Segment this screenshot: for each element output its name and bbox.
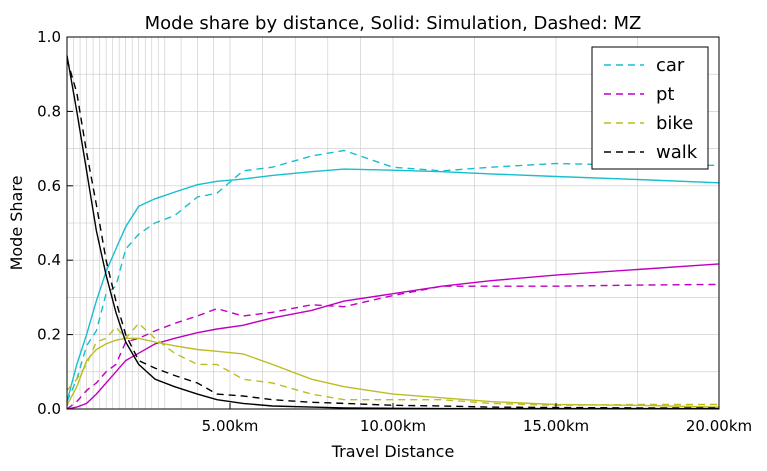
grid (67, 37, 720, 409)
y-axis-label: Mode Share (7, 176, 26, 271)
y-tick-label: 0.4 (37, 251, 61, 269)
y-tick-label: 0.2 (37, 326, 61, 344)
legend-box (591, 46, 709, 170)
y-tick-label: 0.6 (37, 177, 61, 195)
x-tick-label: 10.00km (360, 417, 426, 435)
series-line-bike-mz (66, 322, 719, 407)
x-tick-label: 20.00km (686, 417, 752, 435)
chart-title: Mode share by distance, Solid: Simulatio… (145, 13, 642, 34)
y-tick-label: 1.0 (37, 28, 61, 46)
legend-label-pt: pt (656, 84, 674, 105)
legend: car pt bike walk (591, 46, 709, 170)
legend-label-bike: bike (656, 113, 693, 134)
x-tick-label: 15.00km (523, 417, 589, 435)
axis-ticks: 5.00km 10.00km 15.00km 20.00km 0.0 0.2 0.4 0.6 0… (37, 28, 752, 435)
series-line-pt-simulation (66, 263, 720, 410)
legend-label-walk: walk (656, 142, 698, 163)
series-line-car-mz (66, 149, 719, 402)
series-line-walk-mz (66, 59, 719, 409)
series-line-car-simulation (66, 168, 720, 402)
series-line-bike-simulation (66, 337, 720, 408)
x-axis-label: Travel Distance (331, 442, 455, 461)
y-tick-label: 0.0 (37, 400, 61, 418)
y-tick-label: 0.8 (37, 102, 61, 120)
legend-label-car: car (656, 55, 685, 76)
x-tick-label: 5.00km (202, 417, 259, 435)
